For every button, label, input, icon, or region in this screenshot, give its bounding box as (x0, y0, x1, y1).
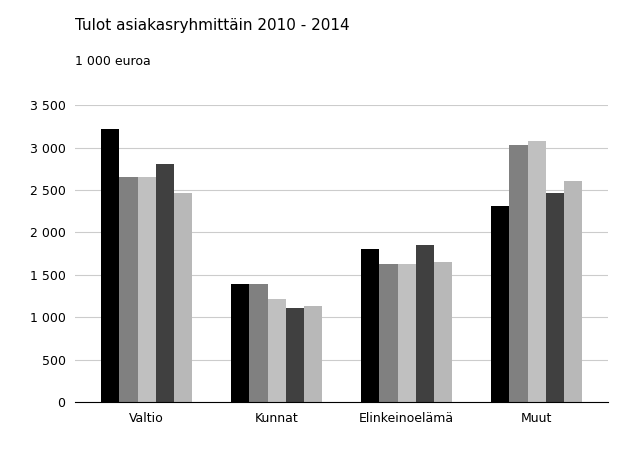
Text: Tulot asiakasryhmittäin 2010 - 2014: Tulot asiakasryhmittäin 2010 - 2014 (75, 18, 350, 33)
Text: 1 000 euroa: 1 000 euroa (75, 55, 151, 68)
Bar (304, 306, 322, 402)
Bar (119, 177, 138, 402)
Bar (174, 193, 192, 402)
Bar (250, 284, 268, 402)
Bar (268, 298, 286, 402)
Bar (527, 141, 545, 402)
Bar (379, 264, 398, 402)
Bar (416, 245, 434, 402)
Bar (545, 192, 564, 402)
Bar (509, 145, 527, 402)
Bar (398, 264, 416, 402)
Bar (138, 177, 156, 402)
Bar (101, 129, 119, 402)
Bar (286, 308, 304, 402)
Bar (231, 284, 250, 402)
Bar (361, 250, 379, 402)
Bar (491, 206, 509, 402)
Bar (564, 181, 582, 402)
Bar (434, 262, 452, 402)
Bar (156, 164, 174, 402)
